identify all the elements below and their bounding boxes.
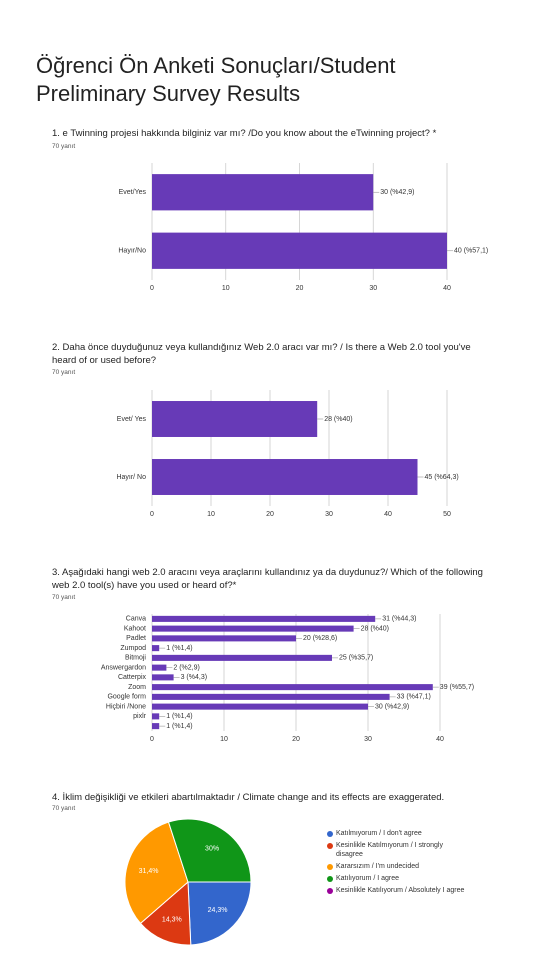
category-label: Google form bbox=[107, 694, 146, 701]
category-label: Zoom bbox=[128, 684, 146, 691]
x-tick-label: 30 bbox=[369, 285, 377, 292]
value-label: 45 (%64,3) bbox=[425, 474, 459, 481]
value-label: 30 (%42,9) bbox=[375, 703, 409, 710]
response-count: 70 yanıt bbox=[52, 594, 76, 601]
x-tick-label: 10 bbox=[220, 736, 228, 743]
value-label: 1 (%1,4) bbox=[166, 713, 192, 720]
value-label: 2 (%2,9) bbox=[173, 664, 199, 671]
pie-slice bbox=[167, 818, 252, 883]
question-title: 2. Daha önce duyduğunuz veya kullandığın… bbox=[52, 342, 471, 366]
value-label: 28 (%40) bbox=[324, 416, 352, 423]
question-title: 4. İklim değişikliği ve etkileri abartıl… bbox=[52, 792, 445, 803]
response-count: 70 yanıt bbox=[52, 805, 76, 812]
bar bbox=[152, 693, 390, 700]
question-title: 1. e Twinning projesi hakkında bilginiz … bbox=[52, 128, 437, 139]
legend-label: Kararsızım / I'm undecided bbox=[336, 863, 420, 870]
slice-label: 30% bbox=[205, 846, 219, 853]
category-label: Hiçbiri /None bbox=[106, 703, 146, 710]
category-label: Hayır/No bbox=[118, 248, 146, 255]
question-title: 3. Aşağıdaki hangi web 2.0 aracını veya … bbox=[52, 567, 483, 591]
legend-label: Katılıyorum / I agree bbox=[336, 875, 400, 882]
category-label: Catterpix bbox=[118, 674, 147, 681]
value-label: 1 (%1,4) bbox=[166, 723, 192, 730]
pie-slice bbox=[187, 881, 252, 946]
bar bbox=[152, 713, 160, 720]
value-label: 40 (%57,1) bbox=[454, 248, 488, 255]
x-tick-label: 50 bbox=[443, 511, 451, 518]
x-tick-label: 0 bbox=[150, 511, 154, 518]
x-tick-label: 10 bbox=[207, 511, 215, 518]
value-label: 39 (%55,7) bbox=[440, 684, 474, 691]
x-tick-label: 0 bbox=[150, 736, 154, 743]
slice-label: 31,4% bbox=[139, 868, 159, 875]
bar bbox=[152, 459, 418, 495]
legend-label: Katılmıyorum / I don't agree bbox=[336, 830, 422, 837]
page-title: Öğrenci Ön Anketi Sonuçları/Student Prel… bbox=[36, 53, 396, 106]
x-tick-label: 20 bbox=[296, 285, 304, 292]
legend-swatch bbox=[327, 875, 333, 882]
legend-swatch bbox=[327, 830, 333, 837]
value-label: 30 (%42,9) bbox=[380, 189, 414, 196]
legend-label: Kesinlikle Katılıyorum / Absolutely I ag… bbox=[336, 887, 465, 894]
value-label: 25 (%35,7) bbox=[339, 655, 373, 662]
x-tick-label: 20 bbox=[292, 736, 300, 743]
category-label: Hayır/ No bbox=[116, 474, 146, 481]
bar bbox=[152, 635, 296, 642]
category-label: Canva bbox=[126, 616, 146, 623]
x-tick-label: 30 bbox=[364, 736, 372, 743]
category-label: Bitmoji bbox=[125, 655, 146, 662]
category-label: Padlet bbox=[126, 635, 146, 642]
slice-label: 24,3% bbox=[208, 907, 228, 914]
legend-swatch bbox=[327, 842, 333, 849]
value-label: 20 (%28,6) bbox=[303, 635, 337, 642]
bar bbox=[152, 703, 368, 710]
bar bbox=[152, 654, 332, 661]
x-tick-label: 10 bbox=[222, 285, 230, 292]
bar bbox=[152, 174, 374, 211]
value-label: 33 (%47,1) bbox=[397, 694, 431, 701]
x-tick-label: 40 bbox=[443, 285, 451, 292]
value-label: 31 (%44,3) bbox=[382, 616, 416, 623]
bar bbox=[152, 615, 376, 622]
x-tick-label: 40 bbox=[436, 736, 444, 743]
pie-slice bbox=[124, 821, 189, 925]
bar bbox=[152, 401, 318, 437]
category-label: Zumpod bbox=[120, 645, 146, 652]
bar bbox=[152, 664, 167, 671]
x-tick-label: 30 bbox=[325, 511, 333, 518]
pie-slice bbox=[139, 880, 192, 946]
x-tick-label: 0 bbox=[150, 285, 154, 292]
category-label: Kahoot bbox=[124, 625, 146, 632]
slice-label: 14,3% bbox=[162, 916, 182, 923]
category-label: Evet/ Yes bbox=[117, 416, 147, 423]
value-label: 28 (%40) bbox=[361, 625, 389, 632]
value-label: 1 (%1,4) bbox=[166, 645, 192, 652]
value-label: 3 (%4,3) bbox=[181, 674, 207, 681]
category-label: Evet/Yes bbox=[119, 189, 147, 196]
bar bbox=[152, 723, 160, 730]
x-tick-label: 20 bbox=[266, 511, 274, 518]
category-label: Answergardon bbox=[101, 664, 146, 671]
legend-swatch bbox=[327, 887, 333, 894]
category-label: pixlr bbox=[133, 713, 147, 720]
bar bbox=[152, 674, 174, 681]
bar bbox=[152, 684, 433, 691]
bar bbox=[152, 645, 160, 652]
x-tick-label: 40 bbox=[384, 511, 392, 518]
legend-swatch bbox=[327, 863, 333, 870]
response-count: 70 yanıt bbox=[52, 369, 76, 376]
response-count: 70 yanıt bbox=[52, 143, 76, 150]
bar bbox=[152, 625, 354, 632]
legend-label: Kesinlikle Katılmıyorum / I strongly dis… bbox=[336, 842, 443, 858]
bar bbox=[152, 232, 447, 269]
